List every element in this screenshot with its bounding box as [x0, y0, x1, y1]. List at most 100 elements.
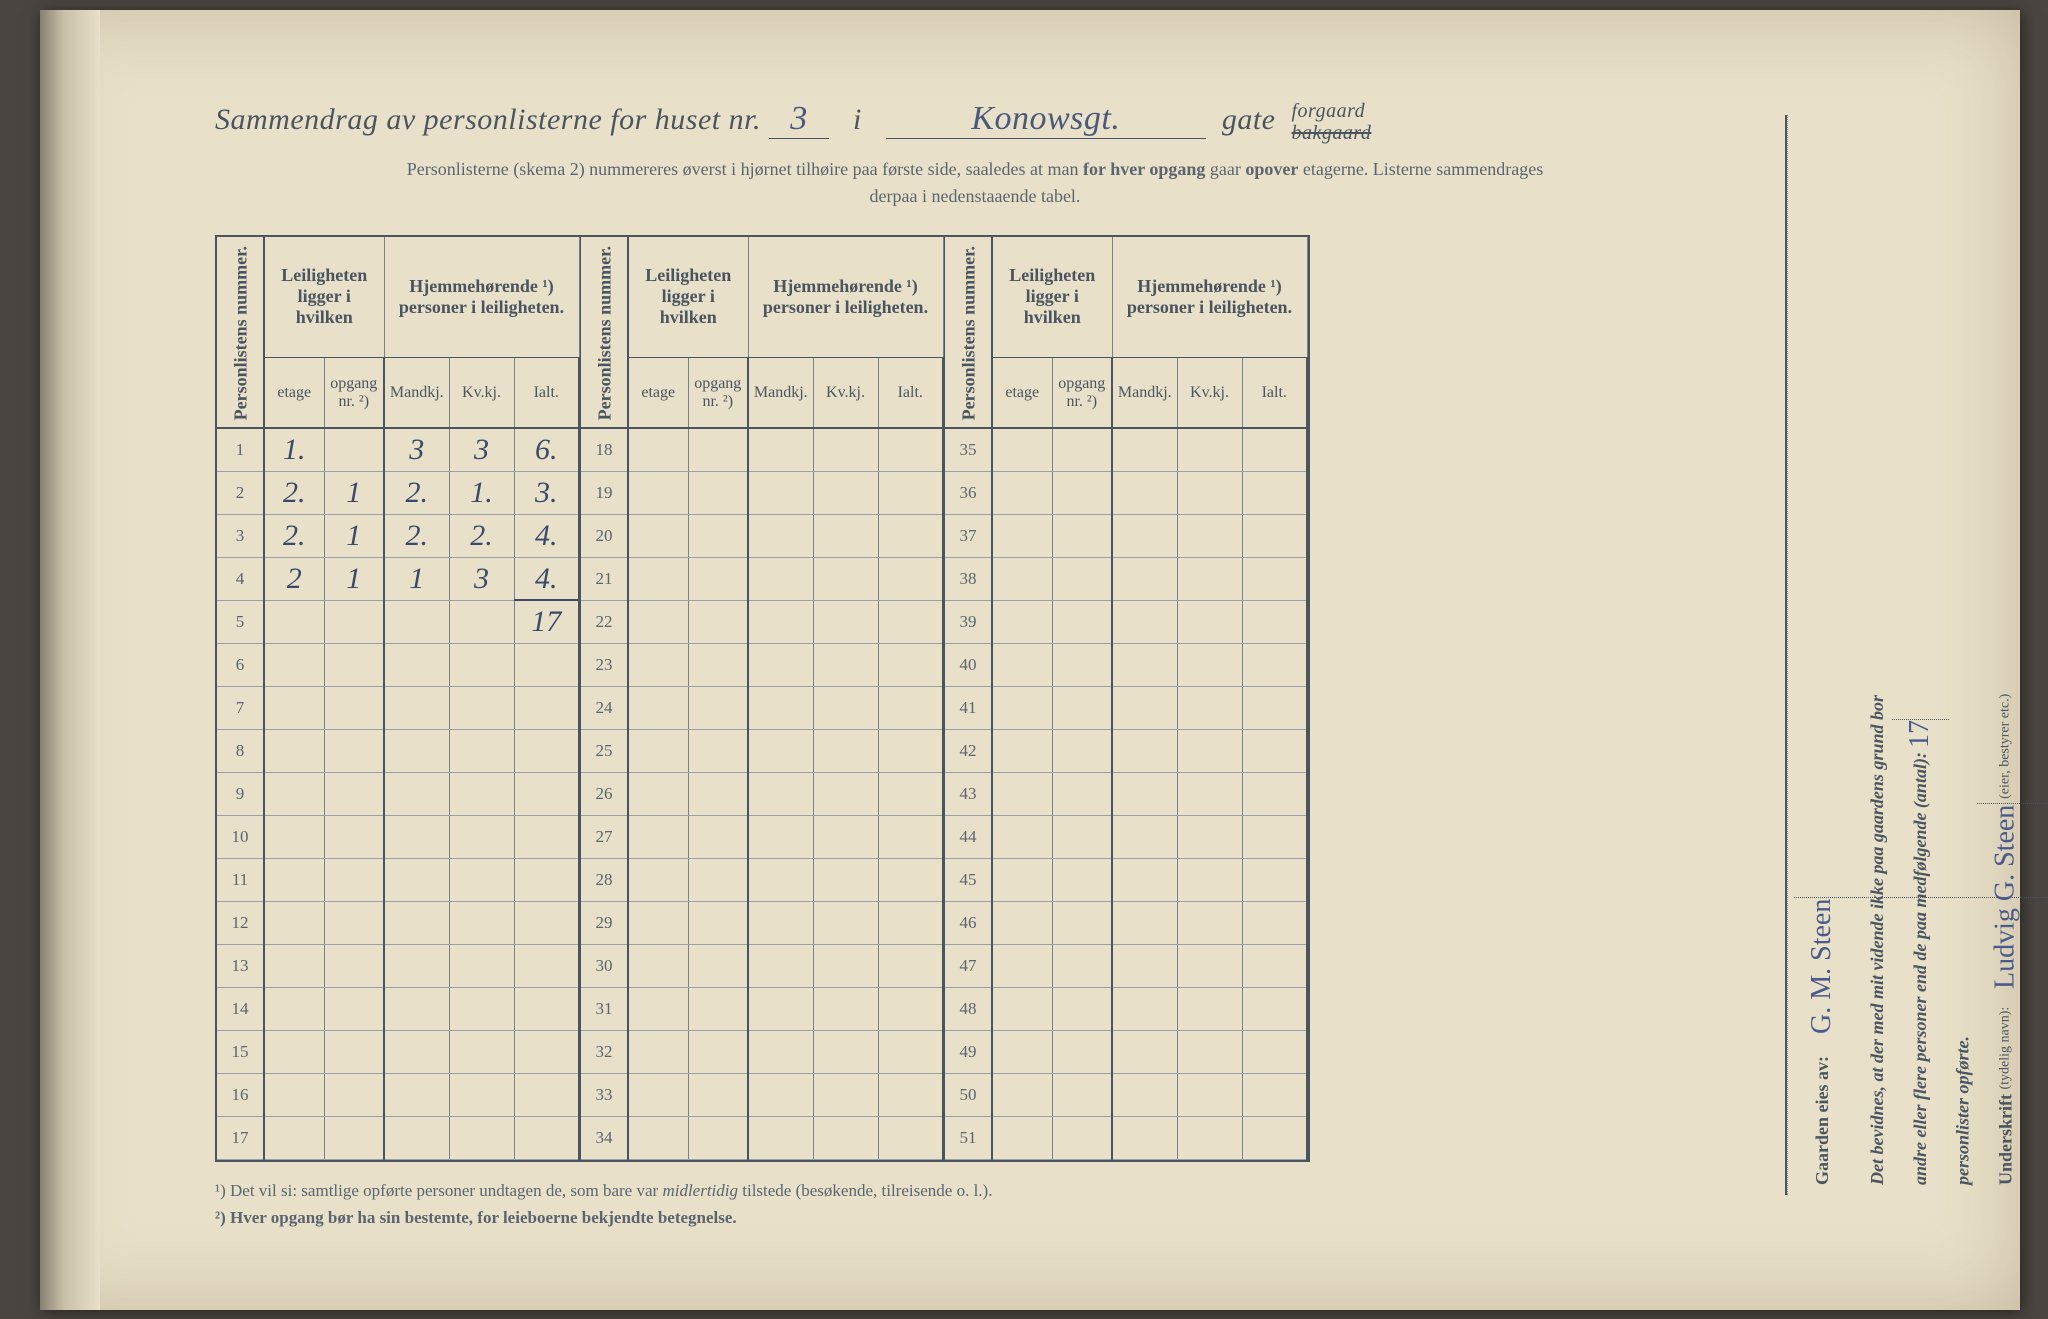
col-hjemme: Hjemmehørende ¹) personer i leiligheten.: [1112, 237, 1307, 357]
cell: [449, 686, 514, 729]
attest-count: 17: [1892, 719, 1949, 748]
cell: [1177, 471, 1242, 514]
cell: 1.: [449, 471, 514, 514]
cell: [878, 1073, 943, 1116]
cell: [1112, 471, 1177, 514]
col-mandkj: Mandkj.: [384, 357, 449, 428]
cell: 1: [324, 514, 384, 557]
cell: [449, 944, 514, 987]
cell: [878, 901, 943, 944]
cell: 15: [217, 1030, 264, 1073]
cell: [992, 772, 1052, 815]
cell: [1052, 1073, 1112, 1116]
cell: [384, 772, 449, 815]
cell: [628, 471, 688, 514]
cell: 45: [945, 858, 992, 901]
cell: [1052, 987, 1112, 1030]
cell: 3: [449, 557, 514, 600]
cell: [878, 858, 943, 901]
col-mandkj: Mandkj.: [748, 357, 813, 428]
table-row: 20: [581, 514, 943, 557]
cell: 3: [449, 428, 514, 471]
table-row: 37: [945, 514, 1307, 557]
table-row: 9: [217, 772, 579, 815]
cell: [1112, 600, 1177, 643]
cell: [878, 815, 943, 858]
cell: [628, 557, 688, 600]
cell: [514, 1030, 579, 1073]
cell: [813, 815, 878, 858]
attest-line-2: andre eller flere personer end de paa me…: [1910, 752, 1930, 1185]
table-row: 18: [581, 428, 943, 471]
table-block-2: Personlistens nummer.Leiligheten ligger …: [580, 235, 944, 1162]
cell: [813, 987, 878, 1030]
cell: [449, 643, 514, 686]
table-row: 42: [945, 729, 1307, 772]
cell: [878, 944, 943, 987]
cell: [324, 944, 384, 987]
cell: [449, 987, 514, 1030]
cell: [514, 643, 579, 686]
cell: [878, 643, 943, 686]
header-i: i: [853, 103, 862, 136]
cell: 9: [217, 772, 264, 815]
cell: [813, 772, 878, 815]
table-row: 34: [581, 1116, 943, 1159]
cell: [1052, 686, 1112, 729]
cell: [992, 428, 1052, 471]
cell: [1112, 686, 1177, 729]
cell: [324, 643, 384, 686]
table-row: 49: [945, 1030, 1307, 1073]
cell: [1112, 944, 1177, 987]
cell: [813, 557, 878, 600]
col-ialt: Ialt.: [1242, 357, 1307, 428]
cell: 48: [945, 987, 992, 1030]
cell: [688, 1116, 748, 1159]
cell: [1177, 901, 1242, 944]
cell: [1242, 686, 1307, 729]
cell: [1242, 944, 1307, 987]
cell: 17: [217, 1116, 264, 1159]
cell: [324, 987, 384, 1030]
cell: [1052, 1030, 1112, 1073]
cell: [1112, 643, 1177, 686]
cell: [1052, 600, 1112, 643]
cell: 1: [384, 557, 449, 600]
cell: [264, 815, 324, 858]
cell: 47: [945, 944, 992, 987]
cell: 31: [581, 987, 628, 1030]
signature-name: Ludvig G. Steen: [1977, 803, 2048, 988]
table-row: 24: [581, 686, 943, 729]
cell: [264, 772, 324, 815]
cell: [748, 815, 813, 858]
cell: [324, 428, 384, 471]
col-opgang: opgang nr. ²): [688, 357, 748, 428]
table-row: 33: [581, 1073, 943, 1116]
cell: [449, 772, 514, 815]
table-row: 46: [945, 901, 1307, 944]
cell: [1177, 643, 1242, 686]
cell: [628, 1116, 688, 1159]
cell: [449, 901, 514, 944]
cell: 27: [581, 815, 628, 858]
table-row: 38: [945, 557, 1307, 600]
cell: [324, 600, 384, 643]
table-block-1: Personlistens nummer.Leiligheten ligger …: [215, 235, 580, 1162]
cell: [384, 729, 449, 772]
cell: [1242, 1030, 1307, 1073]
cell: 40: [945, 643, 992, 686]
cell: [1112, 1116, 1177, 1159]
cell: 35: [945, 428, 992, 471]
cell: [992, 944, 1052, 987]
cell: [1242, 772, 1307, 815]
cell: [514, 815, 579, 858]
cell: [1242, 1116, 1307, 1159]
col-leiligheten: Leiligheten ligger i hvilken: [992, 237, 1112, 357]
cell: 25: [581, 729, 628, 772]
cell: [1177, 987, 1242, 1030]
cell: [1177, 1030, 1242, 1073]
cell: [878, 729, 943, 772]
col-leiligheten: Leiligheten ligger i hvilken: [264, 237, 384, 357]
cell: [628, 944, 688, 987]
cell: [264, 1116, 324, 1159]
